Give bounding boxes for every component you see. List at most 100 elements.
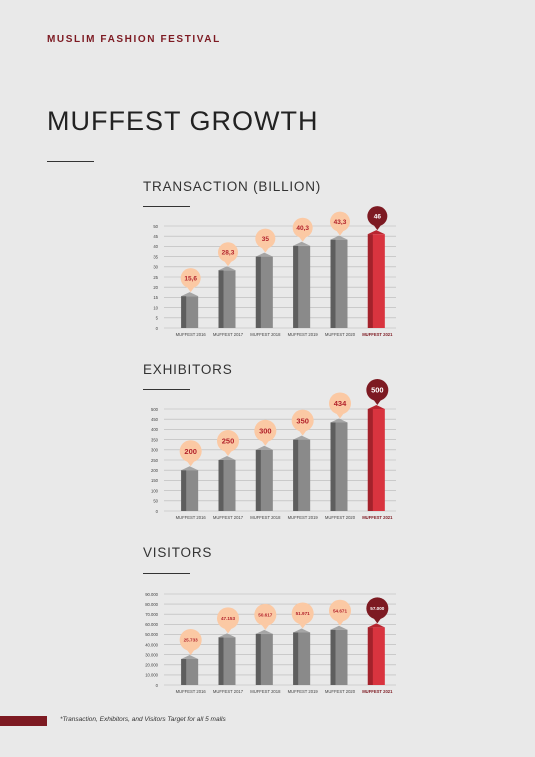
title-underline [47,161,94,162]
footer-accent-bar [0,716,47,726]
bar-side [293,439,299,511]
y-tick-label: 0 [156,683,159,688]
bar-cap [330,235,348,240]
bar-side [330,239,336,328]
y-tick-label: 30 [153,265,158,270]
data-label: 51.971 [296,611,310,616]
bar-side [181,658,187,685]
value-bubble [292,217,313,238]
footer-note: *Transaction, Exhibitors, and Visitors T… [60,716,226,723]
bar-cap [181,654,199,659]
bubble-pointer [298,236,307,242]
x-tick-label: MUFFEST 2019 [288,689,319,694]
bar-cap [255,445,273,450]
data-label: 200 [184,447,197,456]
x-tick-label: MUFFEST 2020 [325,332,356,337]
y-tick-label: 25 [153,275,158,280]
value-bubble [329,392,351,415]
value-bubble [366,597,389,620]
x-tick-label: MUFFEST 2019 [288,515,319,520]
bar-side [181,296,187,328]
x-tick-label: MUFFEST 2017 [213,689,244,694]
data-label: 57.000 [370,606,384,611]
data-label: 46 [374,214,382,221]
y-tick-label: 300 [151,448,159,453]
y-tick-label: 450 [151,417,159,422]
bar-side [181,470,187,511]
y-tick-label: 100 [151,488,159,493]
data-label: 47.153 [221,616,235,621]
exhibitors-chart: 0 50 100 150 200 250 300 350 400 450 500 MUFFEST 20… [151,379,396,520]
bar-cap [181,466,199,471]
bubble-pointer [261,440,270,446]
bubble-pointer [186,460,195,467]
x-tick-label: MUFFEST 2021 [362,515,393,520]
x-tick-label: MUFFEST 2018 [250,332,281,337]
data-label: 35 [262,236,270,243]
bar-cap [367,623,385,628]
bubble-pointer [186,286,195,293]
value-bubble [179,440,202,463]
bar-cap [255,629,273,634]
y-tick-label: 45 [153,234,158,239]
x-tick-label: MUFFEST 2017 [213,332,244,337]
visitors-chart-title: VISITORS [143,545,213,560]
bar-cap [255,252,273,257]
y-tick-label: 500 [151,407,159,412]
bar-cap [293,241,311,246]
page-title: MUFFEST GROWTH [47,106,319,136]
data-label: 350 [296,416,309,425]
data-label: 300 [259,427,272,436]
x-tick-label: MUFFEST 2016 [176,689,207,694]
y-tick-label: 50 [153,499,158,504]
bar-side [218,270,224,328]
bar-side [255,256,261,328]
bubble-pointer [373,617,382,624]
y-tick-label: 20.000 [145,663,158,668]
x-tick-label: MUFFEST 2016 [176,515,207,520]
y-tick-label: 10 [153,305,158,310]
y-tick-label: 400 [151,427,159,432]
value-bubble [218,242,238,263]
bubble-pointer [186,649,195,655]
y-tick-label: 15 [153,295,158,300]
x-tick-label: MUFFEST 2018 [250,689,281,694]
bubble-pointer [261,247,270,253]
data-label: 43,3 [334,219,347,226]
x-tick-label: MUFFEST 2021 [362,332,393,337]
y-tick-label: 20 [153,285,158,290]
bar-side [255,633,261,685]
bar-side [367,627,373,685]
bar-cap [293,435,311,440]
value-bubble [255,228,276,249]
x-tick-label: MUFFEST 2020 [325,689,356,694]
bubble-pointer [298,430,307,436]
value-bubble [291,409,314,432]
transaction-title-underline [143,206,190,207]
y-tick-label: 0 [156,326,159,331]
bubble-pointer [336,412,344,419]
value-bubble [254,603,277,626]
bar-cap [367,405,385,409]
value-bubble [217,607,239,630]
transaction-chart: 0 5 10 15 20 25 30 35 40 45 50 MUFFEST 2016 15,6 MUFF… [153,206,396,337]
transaction-chart-title: TRANSACTION (BILLION) [143,179,322,194]
y-tick-label: 30.000 [145,652,158,657]
data-label: 434 [334,399,347,408]
y-tick-label: 10.000 [145,673,158,678]
bar-side [255,449,261,511]
festival-header: MUSLIM FASHION FESTIVAL [47,34,221,45]
exhibitors-title-underline [143,389,190,390]
y-tick-label: 60.000 [145,622,158,627]
bubble-pointer [224,260,232,267]
y-tick-label: 5 [156,316,159,321]
bar-cap [218,633,236,638]
visitors-chart: 0 10.000 20.000 30.000 40.000 50.000 60.000 70.… [145,592,396,694]
bubble-pointer [224,450,232,456]
data-label: 250 [222,437,235,446]
data-label: 25.733 [184,638,198,643]
y-tick-label: 50 [153,224,158,229]
bar-cap [367,230,385,235]
y-tick-label: 150 [151,478,159,483]
value-bubble [180,268,201,289]
